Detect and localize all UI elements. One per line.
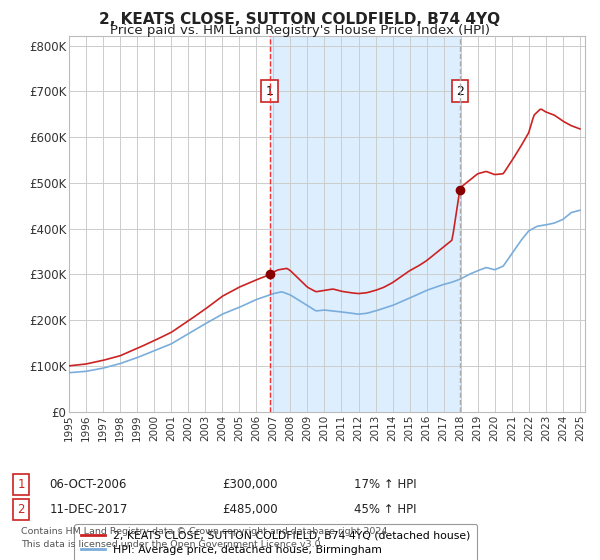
Text: 2: 2 <box>17 503 25 516</box>
Legend: 2, KEATS CLOSE, SUTTON COLDFIELD, B74 4YQ (detached house), HPI: Average price, : 2, KEATS CLOSE, SUTTON COLDFIELD, B74 4Y… <box>74 524 477 560</box>
Text: Contains HM Land Registry data © Crown copyright and database right 2024.: Contains HM Land Registry data © Crown c… <box>21 528 391 536</box>
Text: This data is licensed under the Open Government Licence v3.0.: This data is licensed under the Open Gov… <box>21 540 323 549</box>
Text: 2, KEATS CLOSE, SUTTON COLDFIELD, B74 4YQ: 2, KEATS CLOSE, SUTTON COLDFIELD, B74 4Y… <box>100 12 500 27</box>
Text: £300,000: £300,000 <box>222 478 277 491</box>
Text: Price paid vs. HM Land Registry's House Price Index (HPI): Price paid vs. HM Land Registry's House … <box>110 24 490 36</box>
Text: 11-DEC-2017: 11-DEC-2017 <box>49 503 128 516</box>
Text: 17% ↑ HPI: 17% ↑ HPI <box>354 478 416 491</box>
Text: 06-OCT-2006: 06-OCT-2006 <box>49 478 127 491</box>
Text: 2: 2 <box>456 85 464 98</box>
Bar <box>269 36 460 412</box>
Text: 45% ↑ HPI: 45% ↑ HPI <box>354 503 416 516</box>
Text: £485,000: £485,000 <box>222 503 278 516</box>
Text: 1: 1 <box>266 85 274 98</box>
Text: 1: 1 <box>17 478 25 491</box>
